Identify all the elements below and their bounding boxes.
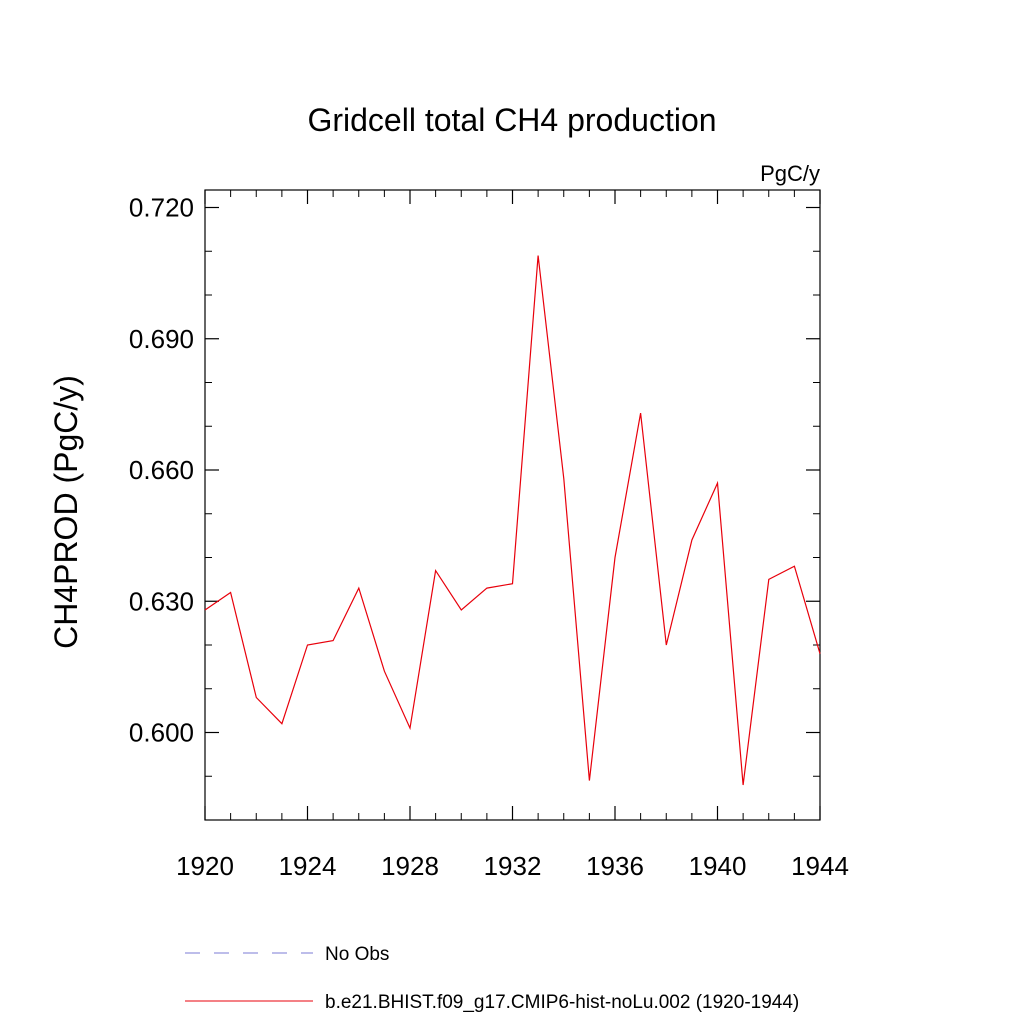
x-tick-label: 1944 (791, 851, 849, 881)
x-tick-label: 1928 (381, 851, 439, 881)
series-layer (204, 255, 821, 786)
y-tick-label: 0.630 (129, 586, 194, 616)
y-axis-label: CH4PROD (PgC/y) (48, 375, 84, 649)
y-tick-label: 0.660 (129, 455, 194, 485)
legend-label-0: No Obs (325, 944, 389, 965)
x-tick-label: 1920 (176, 851, 234, 881)
plot-border (204, 189, 821, 821)
y-axis-ticks: 0.600 0.630 0.660 0.690 0.720 (129, 193, 820, 777)
plot-frame (204, 189, 821, 821)
chart-title: Gridcell total CH4 production (307, 102, 716, 138)
x-tick-label: 1932 (484, 851, 542, 881)
series-line (204, 255, 821, 786)
x-tick-label: 1940 (689, 851, 747, 881)
y-tick-label: 0.600 (129, 718, 194, 748)
x-axis-ticks: 1920 1924 1928 1932 1936 1940 1944 (176, 190, 849, 881)
y-tick-label: 0.720 (129, 193, 194, 223)
units-label: PgC/y (760, 161, 820, 186)
x-tick-label: 1924 (279, 851, 337, 881)
legend-label-1: b.e21.BHIST.f09_g17.CMIP6-hist-noLu.002 … (325, 992, 799, 1013)
legend: No Obs b.e21.BHIST.f09_g17.CMIP6-hist-noL… (185, 944, 799, 1013)
x-tick-label: 1936 (586, 851, 644, 881)
y-tick-label: 0.690 (129, 324, 194, 354)
